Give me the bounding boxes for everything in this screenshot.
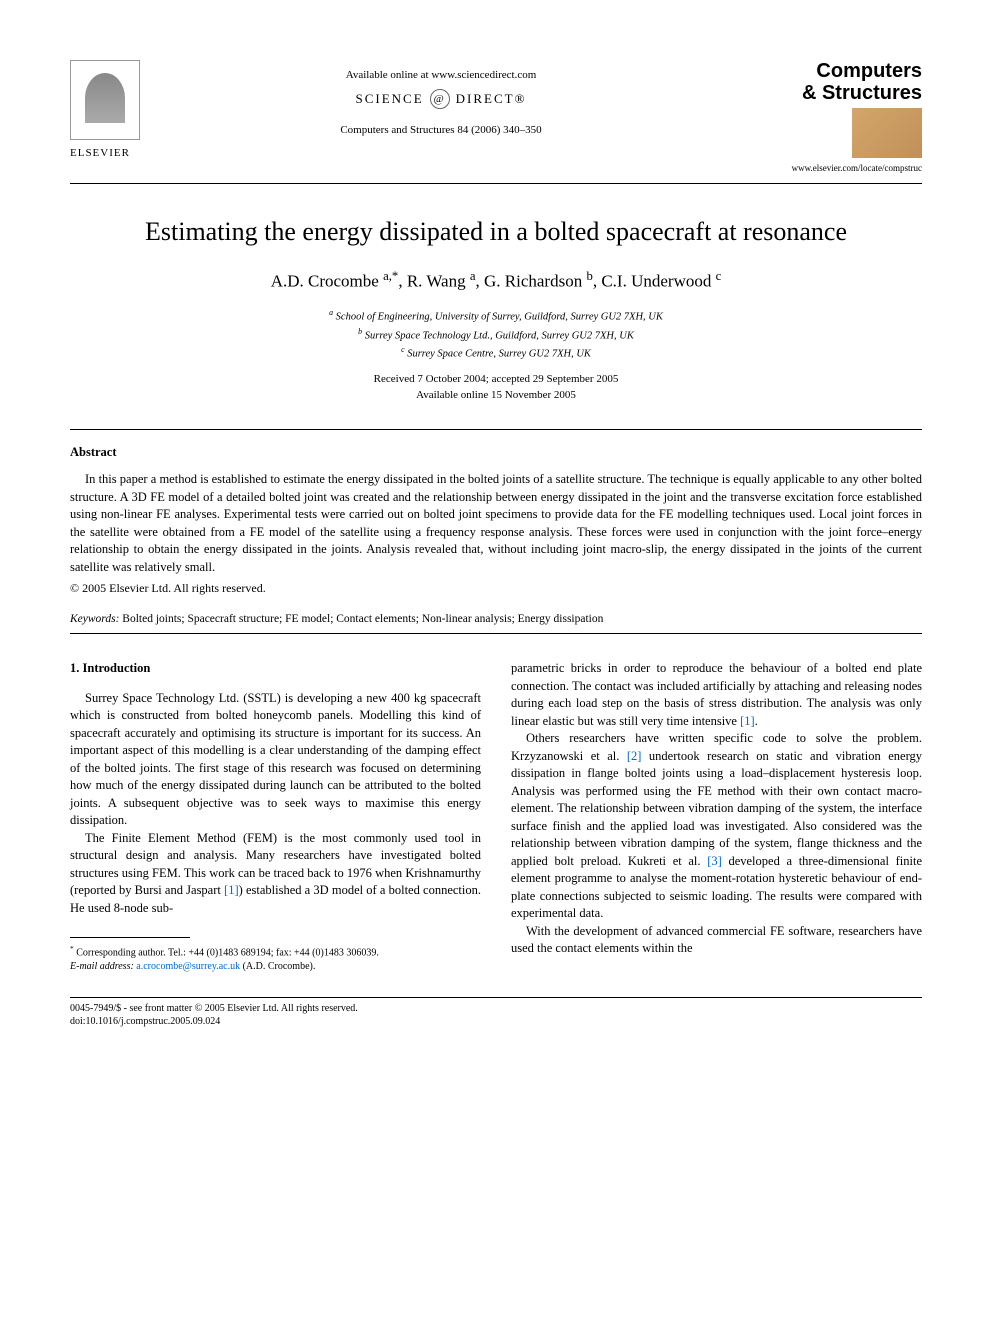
center-header: Available online at www.sciencedirect.co… [140, 60, 742, 139]
body-columns: 1. Introduction Surrey Space Technology … [70, 660, 922, 972]
col2-p2: Others researchers have written specific… [511, 730, 922, 923]
intro-p1: Surrey Space Technology Ltd. (SSTL) is d… [70, 690, 481, 830]
dates-online: Available online 15 November 2005 [416, 389, 576, 401]
available-online-text: Available online at www.sciencedirect.co… [140, 68, 742, 83]
sd-prefix: SCIENCE [356, 90, 424, 108]
publisher-name: ELSEVIER [70, 146, 140, 161]
keywords-line: Keywords: Bolted joints; Spacecraft stru… [70, 611, 922, 627]
corresponding-line: * Corresponding author. Tel.: +44 (0)148… [70, 944, 481, 959]
journal-title: Computers & Structures [742, 60, 922, 104]
journal-url: www.elsevier.com/locate/compstruc [742, 162, 922, 175]
email-suffix: (A.D. Crocombe). [240, 961, 315, 972]
email-link[interactable]: a.crocombe@surrey.ac.uk [134, 961, 240, 972]
email-label: E-mail address: [70, 961, 134, 972]
journal-box: Computers & Structures www.elsevier.com/… [742, 60, 922, 175]
right-column: parametric bricks in order to reproduce … [511, 660, 922, 972]
authors-line: A.D. Crocombe a,*, R. Wang a, G. Richard… [70, 268, 922, 293]
sd-suffix: DIRECT® [456, 90, 527, 108]
author-3: , G. Richardson [476, 272, 587, 291]
ref-link-2[interactable]: [2] [627, 749, 642, 763]
sciencedirect-logo: SCIENCE @ DIRECT® [356, 89, 527, 109]
at-icon: @ [430, 89, 450, 109]
article-dates: Received 7 October 2004; accepted 29 Sep… [70, 372, 922, 403]
intro-heading: 1. Introduction [70, 660, 481, 678]
ref-link-1[interactable]: [1] [224, 883, 239, 897]
footer-block: 0045-7949/$ - see front matter © 2005 El… [70, 1002, 922, 1028]
col2-p1a: parametric bricks in order to reproduce … [511, 661, 922, 728]
elsevier-tree-icon [70, 60, 140, 140]
footnote-block: * Corresponding author. Tel.: +44 (0)148… [70, 944, 481, 972]
author-2: , R. Wang [398, 272, 470, 291]
affil-a: School of Engineering, University of Sur… [333, 312, 663, 323]
ref-link-1b[interactable]: [1] [740, 714, 755, 728]
header-row: ELSEVIER Available online at www.science… [70, 60, 922, 175]
abstract-top-rule [70, 429, 922, 430]
keywords-label: Keywords: [70, 613, 119, 625]
copyright-line: © 2005 Elsevier Ltd. All rights reserved… [70, 580, 922, 597]
affil-b: Surrey Space Technology Ltd., Guildford,… [362, 330, 634, 341]
email-line: E-mail address: a.crocombe@surrey.ac.uk … [70, 960, 481, 973]
author-4-sup: c [716, 269, 722, 283]
footer-line1: 0045-7949/$ - see front matter © 2005 El… [70, 1002, 922, 1015]
col2-p3: With the development of advanced commerc… [511, 923, 922, 958]
author-4: , C.I. Underwood [593, 272, 716, 291]
abstract-text: In this paper a method is established to… [70, 471, 922, 576]
footer-rule [70, 997, 922, 998]
author-1: A.D. Crocombe [271, 272, 383, 291]
journal-cover-icon [852, 108, 922, 158]
left-column: 1. Introduction Surrey Space Technology … [70, 660, 481, 972]
journal-title-line2: & Structures [802, 82, 922, 104]
affiliations: a School of Engineering, University of S… [70, 307, 922, 362]
article-title: Estimating the energy dissipated in a bo… [70, 214, 922, 250]
journal-reference: Computers and Structures 84 (2006) 340–3… [140, 123, 742, 138]
corr-text: Corresponding author. Tel.: +44 (0)1483 … [74, 948, 379, 959]
abstract-heading: Abstract [70, 444, 922, 462]
journal-title-line1: Computers [816, 60, 922, 82]
ref-link-3[interactable]: [3] [707, 854, 722, 868]
publisher-logo-block: ELSEVIER [70, 60, 140, 161]
dates-received: Received 7 October 2004; accepted 29 Sep… [374, 373, 619, 385]
keywords-text: Bolted joints; Spacecraft structure; FE … [119, 613, 603, 625]
abstract-bottom-rule [70, 633, 922, 634]
affil-c: Surrey Space Centre, Surrey GU2 7XH, UK [405, 348, 591, 359]
header-rule [70, 183, 922, 184]
col2-p1b: . [755, 714, 758, 728]
author-1-sup: a,* [383, 269, 398, 283]
tree-icon [85, 73, 125, 123]
intro-p2: The Finite Element Method (FEM) is the m… [70, 830, 481, 918]
col2-p1: parametric bricks in order to reproduce … [511, 660, 922, 730]
col2-p2b: undertook research on static and vibrati… [511, 749, 922, 868]
footnote-rule [70, 937, 190, 938]
footer-line2: doi:10.1016/j.compstruc.2005.09.024 [70, 1015, 922, 1028]
